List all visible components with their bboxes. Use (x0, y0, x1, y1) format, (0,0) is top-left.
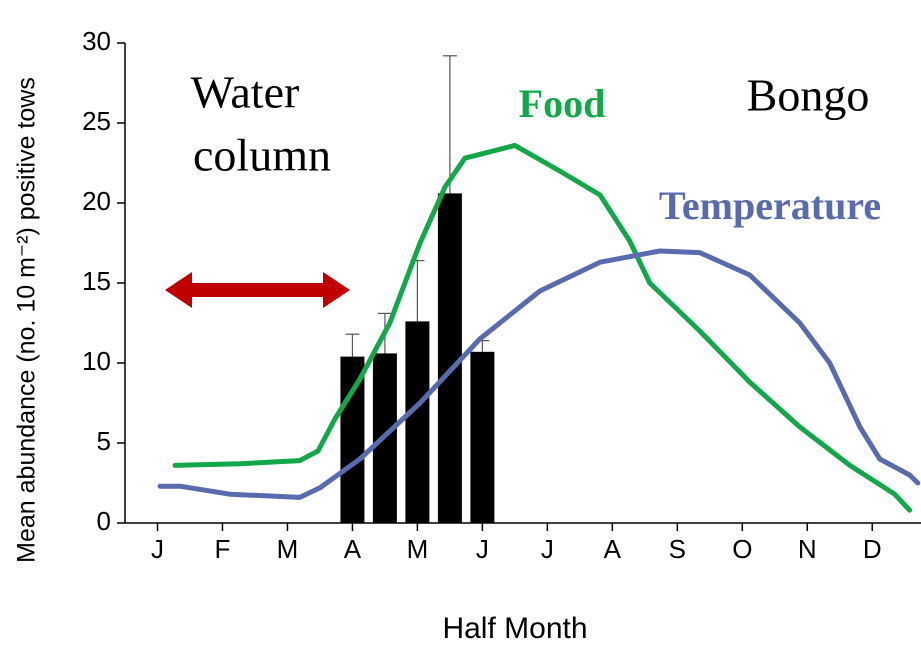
annotation: column (193, 130, 331, 181)
x-tick-label: M (277, 534, 299, 564)
x-tick-label: O (732, 534, 752, 564)
bar (437, 193, 462, 523)
line (157, 248, 921, 500)
x-tick-label: S (669, 534, 686, 564)
double-arrow (165, 272, 350, 308)
line (172, 142, 913, 513)
x-tick-label: D (863, 534, 882, 564)
annotation: Bongo (747, 70, 870, 121)
x-tick-label: J (541, 534, 554, 564)
y-tick-label: 5 (97, 426, 111, 456)
y-tick-label: 15 (82, 266, 111, 296)
x-tick-label: N (798, 534, 817, 564)
y-tick-label: 10 (82, 346, 111, 376)
bar (470, 351, 495, 523)
y-tick-label: 30 (82, 26, 111, 56)
x-tick-label: F (215, 534, 231, 564)
x-tick-label: M (407, 534, 429, 564)
bar (405, 321, 430, 523)
x-tick-label: A (604, 534, 622, 564)
y-tick-label: 20 (82, 186, 111, 216)
x-tick-label: J (151, 534, 164, 564)
x-tick-label: A (344, 534, 362, 564)
bar (340, 356, 365, 523)
annotation: Water (191, 67, 300, 118)
x-tick-label: J (476, 534, 489, 564)
series-label: Food (519, 81, 606, 126)
y-axis-label: Mean abundance (no. 10 m⁻²) positive tow… (13, 77, 41, 563)
series-label: Temperature (659, 183, 881, 228)
y-tick-label: 25 (82, 106, 111, 136)
y-tick-label: 0 (97, 506, 111, 536)
x-axis-label: Half Month (442, 612, 587, 645)
